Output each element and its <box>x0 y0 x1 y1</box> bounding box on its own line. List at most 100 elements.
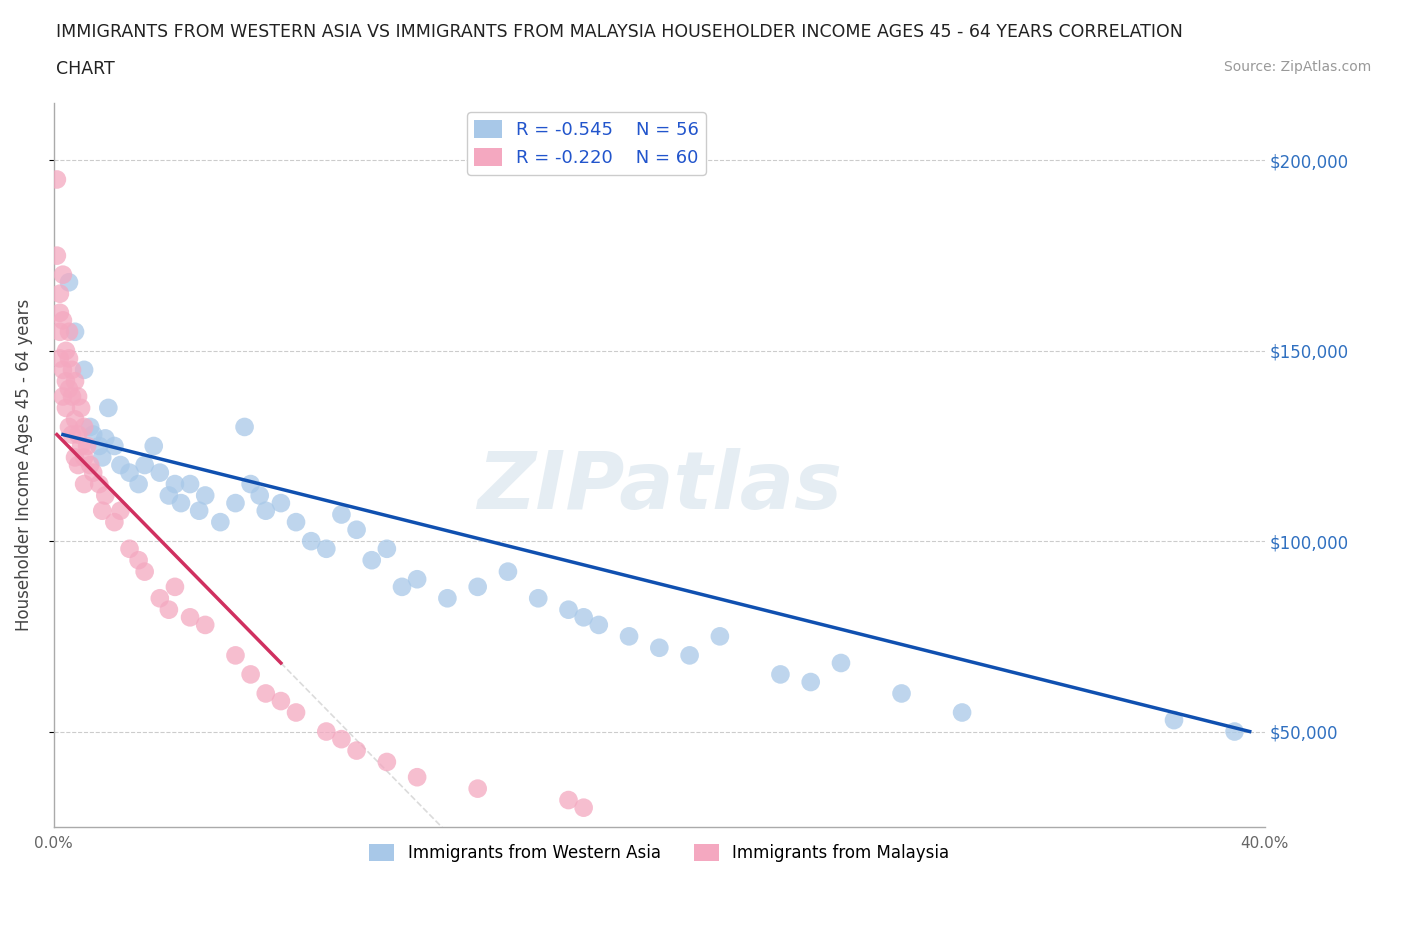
Point <box>63 374 86 389</box>
Point <box>60 363 83 378</box>
Point <box>830 656 852 671</box>
Point <box>89 439 111 454</box>
Point <box>360 552 382 567</box>
Point <box>73 419 96 434</box>
Point <box>467 579 489 594</box>
Point <box>179 476 201 491</box>
Point <box>70 439 93 454</box>
Point <box>254 686 277 701</box>
Point <box>110 458 132 472</box>
Point <box>49 286 72 301</box>
Legend: Immigrants from Western Asia, Immigrants from Malaysia: Immigrants from Western Asia, Immigrants… <box>363 838 956 869</box>
Point <box>58 419 80 434</box>
Point <box>63 450 86 465</box>
Point <box>118 465 141 480</box>
Point <box>52 312 75 327</box>
Point <box>315 541 337 556</box>
Point <box>346 743 368 758</box>
Point <box>49 351 72 365</box>
Point <box>1163 712 1185 727</box>
Text: IMMIGRANTS FROM WESTERN ASIA VS IMMIGRANTS FROM MALAYSIA HOUSEHOLDER INCOME AGES: IMMIGRANTS FROM WESTERN ASIA VS IMMIGRAN… <box>56 23 1182 41</box>
Point <box>391 579 413 594</box>
Point <box>67 389 90 404</box>
Point <box>557 792 579 807</box>
Point <box>572 800 595 815</box>
Point <box>73 476 96 491</box>
Point <box>55 401 77 416</box>
Point <box>315 724 337 739</box>
Point <box>134 458 156 472</box>
Point <box>49 305 72 320</box>
Point <box>800 674 823 689</box>
Point <box>436 591 458 605</box>
Point <box>572 610 595 625</box>
Point <box>406 572 429 587</box>
Point <box>58 275 80 290</box>
Point <box>79 419 101 434</box>
Point <box>73 450 96 465</box>
Point <box>285 514 308 529</box>
Point <box>60 389 83 404</box>
Point <box>142 439 165 454</box>
Point <box>94 431 117 445</box>
Point <box>73 363 96 378</box>
Point <box>527 591 550 605</box>
Point <box>89 476 111 491</box>
Point <box>678 648 700 663</box>
Point <box>63 325 86 339</box>
Text: CHART: CHART <box>56 60 115 78</box>
Point <box>67 458 90 472</box>
Point <box>97 401 120 416</box>
Point <box>179 610 201 625</box>
Point <box>45 172 67 187</box>
Point <box>52 363 75 378</box>
Point <box>188 503 211 518</box>
Point <box>375 754 398 769</box>
Point <box>557 603 579 618</box>
Point <box>224 648 246 663</box>
Text: Source: ZipAtlas.com: Source: ZipAtlas.com <box>1223 60 1371 74</box>
Point <box>194 618 217 632</box>
Point <box>60 427 83 442</box>
Point <box>496 565 519 579</box>
Point <box>270 694 292 709</box>
Point <box>58 381 80 396</box>
Point <box>467 781 489 796</box>
Point <box>45 248 67 263</box>
Point <box>890 686 912 701</box>
Point <box>70 401 93 416</box>
Point <box>149 591 172 605</box>
Point <box>91 450 114 465</box>
Point <box>163 579 186 594</box>
Point <box>1223 724 1246 739</box>
Point <box>233 419 256 434</box>
Point <box>285 705 308 720</box>
Point <box>55 343 77 358</box>
Point <box>110 503 132 518</box>
Point <box>103 514 125 529</box>
Point <box>128 476 150 491</box>
Point <box>270 496 292 511</box>
Point <box>769 667 792 682</box>
Point <box>63 412 86 427</box>
Point <box>118 541 141 556</box>
Point <box>406 770 429 785</box>
Point <box>67 427 90 442</box>
Point <box>134 565 156 579</box>
Point <box>648 641 671 656</box>
Point <box>239 476 262 491</box>
Point <box>330 507 353 522</box>
Point <box>617 629 640 644</box>
Point <box>58 351 80 365</box>
Point <box>709 629 731 644</box>
Point <box>76 439 98 454</box>
Point <box>55 374 77 389</box>
Point <box>209 514 232 529</box>
Point <box>375 541 398 556</box>
Point <box>224 496 246 511</box>
Point <box>79 458 101 472</box>
Point <box>330 732 353 747</box>
Point <box>94 488 117 503</box>
Point <box>194 488 217 503</box>
Point <box>91 503 114 518</box>
